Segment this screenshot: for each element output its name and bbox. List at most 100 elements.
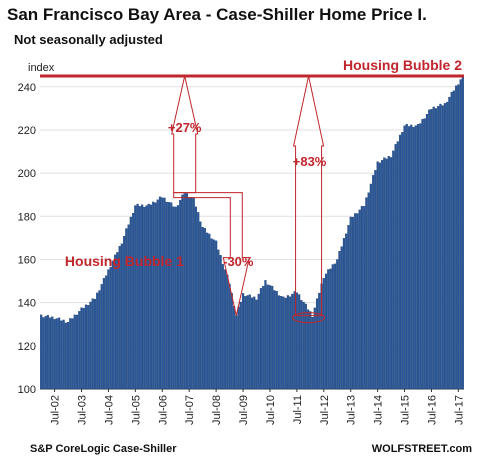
bar [448, 96, 451, 390]
y-tick-label: 120 [18, 341, 36, 353]
bar [118, 246, 121, 390]
bar [69, 318, 72, 390]
bar [461, 75, 464, 390]
bar [345, 233, 348, 390]
bar [284, 297, 287, 390]
x-tick-label: Jul-11 [292, 395, 304, 424]
bar [136, 203, 139, 390]
bar [257, 293, 260, 390]
bar [457, 84, 460, 390]
bar [349, 216, 352, 390]
bar [425, 114, 429, 390]
bar [392, 150, 395, 390]
arrow-up-27 [171, 75, 199, 194]
bar [215, 240, 218, 390]
bar [111, 260, 115, 390]
x-tick-label: Jul-16 [426, 395, 438, 425]
bar [174, 206, 177, 390]
bar [324, 273, 328, 390]
bar [338, 251, 341, 390]
bar [176, 205, 180, 390]
bar [89, 301, 92, 390]
chart-subtitle: Not seasonally adjusted [14, 32, 163, 47]
bar [374, 170, 377, 390]
x-tick-label: Jul-14 [373, 395, 385, 425]
bar [271, 285, 274, 390]
bar [291, 293, 294, 390]
x-tick-label: Jul-05 [130, 395, 142, 425]
bar [253, 296, 256, 390]
bar [206, 232, 209, 390]
bar [51, 316, 54, 390]
bar [302, 301, 305, 390]
bar [443, 103, 447, 390]
bar [109, 266, 112, 390]
bar [55, 318, 58, 390]
bar [367, 192, 370, 390]
bar [239, 301, 242, 390]
bar [152, 201, 155, 390]
y-tick-label: 240 [18, 82, 36, 94]
bar [134, 205, 137, 390]
bar [403, 125, 406, 390]
bar [311, 316, 314, 390]
bar [212, 239, 215, 390]
bar [430, 109, 433, 390]
bar [300, 300, 303, 390]
bar [394, 144, 397, 390]
bar [250, 297, 254, 390]
bar [219, 255, 222, 390]
bar [313, 307, 316, 390]
bar [280, 296, 283, 390]
bar [165, 201, 168, 390]
bar [385, 158, 388, 390]
bar [62, 319, 65, 390]
bar [116, 252, 119, 390]
bar [315, 298, 319, 390]
bar [414, 125, 417, 390]
bar [246, 295, 249, 390]
bar [172, 206, 175, 390]
bar [197, 212, 200, 390]
bar [237, 306, 240, 390]
bar [194, 206, 198, 390]
bar [78, 311, 81, 390]
bar [73, 314, 76, 390]
bar [84, 304, 88, 390]
bar [262, 286, 265, 390]
bar [340, 246, 343, 390]
bar [91, 298, 94, 390]
bar [125, 228, 128, 390]
x-tick-label: Jul-10 [265, 395, 277, 425]
bar [217, 249, 220, 390]
bar [230, 293, 233, 390]
bar [53, 319, 56, 390]
bar [149, 204, 153, 390]
bar [167, 202, 171, 390]
bar [210, 238, 213, 390]
y-axis: 100 120 140 160 180 200 220 240 [18, 82, 36, 396]
bar [98, 290, 101, 390]
bar [446, 101, 449, 390]
pct-up-83-label: +83% [293, 154, 327, 169]
bar [333, 263, 337, 390]
bar [64, 322, 67, 390]
bar [208, 233, 211, 390]
y-tick-label: 200 [18, 168, 36, 180]
bars [40, 75, 464, 390]
x-tick-label: Jul-17 [453, 395, 465, 425]
bar [154, 202, 157, 390]
bar [298, 294, 301, 390]
source-label: S&P CoreLogic Case-Shiller [30, 443, 177, 455]
housing-bubble-2-label: Housing Bubble 2 [343, 57, 462, 73]
bar [138, 206, 141, 390]
bar [183, 193, 186, 390]
bar [401, 132, 404, 390]
bar [100, 284, 103, 390]
x-tick-label: Jul-08 [211, 395, 223, 425]
bar [161, 197, 164, 390]
bar [381, 160, 384, 390]
bar [156, 199, 159, 390]
bar [347, 225, 350, 390]
